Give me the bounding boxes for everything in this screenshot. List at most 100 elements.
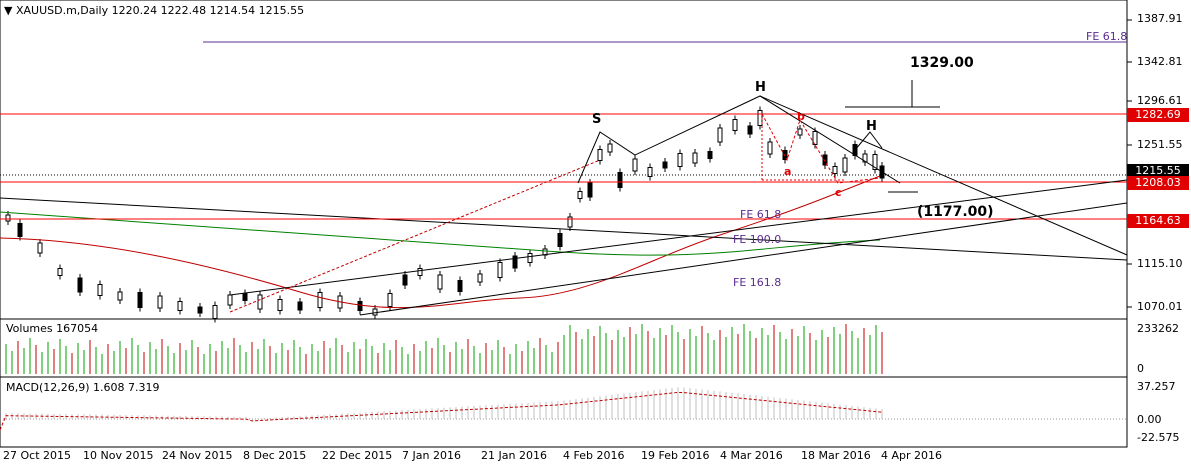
candle-body xyxy=(577,191,583,199)
price-tick: 1387.91 xyxy=(1137,12,1183,25)
abc-wave xyxy=(761,113,881,184)
shoulder-s-label: S xyxy=(592,112,602,127)
fe-61-8-label: FE 61.8 xyxy=(740,208,782,221)
date-tick: 22 Dec 2015 xyxy=(322,449,393,462)
candle-body xyxy=(227,294,233,306)
date-tick: 7 Jan 2016 xyxy=(402,449,461,462)
volume-tick: 0 xyxy=(1137,362,1144,375)
price-panel[interactable] xyxy=(0,0,1128,320)
candle-body xyxy=(567,216,573,228)
price-tick: 1115.10 xyxy=(1137,257,1183,270)
moving-average-red xyxy=(0,175,881,309)
candlestick-series xyxy=(5,106,885,323)
symbol-label: XAUUSD.m,Daily xyxy=(15,4,109,17)
volume-tick: 233262 xyxy=(1137,322,1179,335)
macd-signal-line xyxy=(0,391,883,431)
candle-body xyxy=(387,293,393,307)
head-trendline xyxy=(759,95,1128,256)
price-tag-resistance: 1282.69 xyxy=(1127,108,1189,122)
price-tag-support: 1164.63 xyxy=(1127,214,1189,228)
candle-body xyxy=(457,280,463,292)
candle-body xyxy=(747,125,753,135)
chart-header: ▼ XAUUSD.m,Daily 1220.24 1222.48 1214.54… xyxy=(4,4,304,17)
candle-body xyxy=(822,154,828,166)
price-tick: 1251.55 xyxy=(1137,138,1183,151)
candle-body xyxy=(417,268,423,276)
candle-body xyxy=(872,154,878,170)
fe-161-8-label: FE 161.8 xyxy=(733,276,782,289)
date-tick: 24 Nov 2015 xyxy=(162,449,233,462)
candle-body xyxy=(797,128,803,136)
candle-body xyxy=(677,153,683,167)
date-tick: 18 Mar 2016 xyxy=(801,449,871,462)
candle-body xyxy=(5,214,11,222)
date-tick: 4 Mar 2016 xyxy=(720,449,783,462)
candle-body xyxy=(782,150,788,160)
target-down-label: (1177.00) xyxy=(917,204,994,220)
candle-body xyxy=(402,274,408,286)
collapse-triangle-icon[interactable]: ▼ xyxy=(4,4,13,17)
wave-b-label: b xyxy=(797,110,805,123)
candle-body xyxy=(607,143,613,153)
trendline-descending xyxy=(0,197,1128,261)
candle-body xyxy=(372,308,378,316)
macd-tick: 37.257 xyxy=(1137,380,1176,393)
candle-body xyxy=(242,293,248,301)
price-tick: 1342.81 xyxy=(1137,55,1183,68)
target-up-label: 1329.00 xyxy=(910,55,974,71)
candle-body xyxy=(557,233,563,247)
candle-body xyxy=(177,301,183,311)
candle-body xyxy=(97,284,103,296)
macd-histogram xyxy=(0,387,1127,431)
price-tag-current: 1215.55 xyxy=(1127,164,1189,178)
shoulder-h-label: H xyxy=(866,119,877,134)
candle-body xyxy=(77,277,83,293)
volume-bars xyxy=(5,324,883,374)
price-tick: 1296.61 xyxy=(1137,94,1183,107)
candle-body xyxy=(692,152,698,164)
candle-body xyxy=(57,268,63,276)
candle-body xyxy=(157,295,163,309)
candle-body xyxy=(477,273,483,283)
fe-61-8-top-label: FE 61.8 xyxy=(1086,30,1128,43)
date-tick: 4 Feb 2016 xyxy=(563,449,625,462)
candle-body xyxy=(632,158,638,172)
wave-a-label: a xyxy=(784,165,792,178)
date-tick: 10 Nov 2015 xyxy=(83,449,154,462)
drawing-objects xyxy=(0,19,1132,316)
candle-body xyxy=(17,223,23,237)
candle-body xyxy=(717,127,723,143)
candle-body xyxy=(437,274,443,290)
macd-tick: -22.575 xyxy=(1137,431,1180,444)
date-tick: 4 Apr 2016 xyxy=(881,449,943,462)
ohlc-values: 1220.24 1222.48 1214.54 1215.55 xyxy=(111,4,305,17)
candle-body xyxy=(357,301,363,311)
candle-body xyxy=(812,131,818,145)
head-shoulders-outline xyxy=(577,95,901,184)
candle-body xyxy=(137,292,143,308)
macd-tick: 0.00 xyxy=(1137,413,1162,426)
candle-body xyxy=(497,262,503,278)
candle-body xyxy=(587,182,593,198)
head-h-label: H xyxy=(755,80,766,95)
candle-body xyxy=(732,119,738,131)
channel-lower xyxy=(359,202,1128,316)
candle-body xyxy=(617,172,623,188)
candle-body xyxy=(662,161,668,169)
right-shoulder-peak xyxy=(854,131,883,151)
channel-dashed xyxy=(229,159,601,313)
date-tick: 27 Oct 2015 xyxy=(3,449,72,462)
candle-body xyxy=(117,291,123,301)
candle-body xyxy=(757,110,763,126)
date-tick: 8 Dec 2015 xyxy=(243,449,307,462)
candle-body xyxy=(647,167,653,177)
fe-100-label: FE 100.0 xyxy=(733,233,782,246)
candle-body xyxy=(512,255,518,269)
price-tick: 1070.01 xyxy=(1137,300,1183,313)
date-tick: 19 Feb 2016 xyxy=(641,449,710,462)
price-tag-neckline: 1208.03 xyxy=(1127,176,1189,190)
candle-body xyxy=(527,253,533,263)
candle-body xyxy=(297,301,303,311)
channel-upper xyxy=(229,179,1128,296)
